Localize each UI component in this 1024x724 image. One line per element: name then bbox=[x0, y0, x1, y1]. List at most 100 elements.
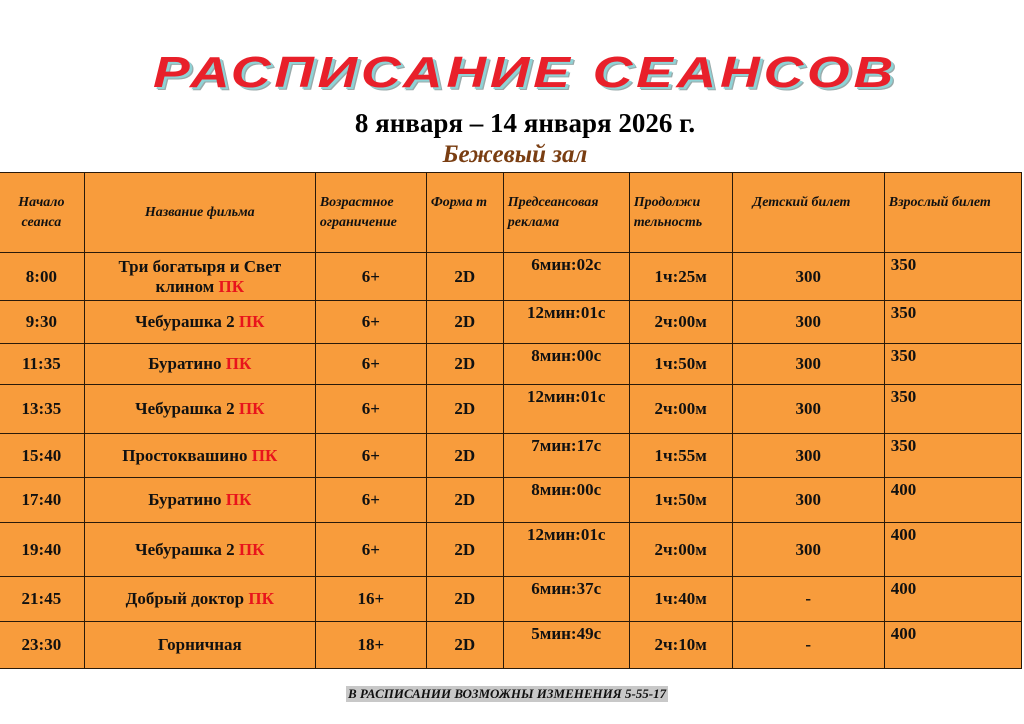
start-time: 23:30 bbox=[0, 621, 85, 669]
table-row: 17:40 Буратино ПК 6+ 2D 8мин:00с 1ч:50м 300 400 bbox=[0, 477, 1023, 523]
film-title: Буратино ПК bbox=[83, 343, 316, 385]
format: 2D bbox=[425, 576, 504, 622]
child-price: 300 bbox=[731, 343, 885, 385]
child-price: - bbox=[731, 621, 885, 669]
adult-price: 400 bbox=[883, 522, 1023, 577]
age-rating: 6+ bbox=[314, 343, 427, 385]
age-rating: 16+ bbox=[314, 576, 427, 622]
duration: 1ч:55м bbox=[628, 433, 733, 478]
film-tag: ПК bbox=[238, 312, 265, 331]
duration: 2ч:00м bbox=[628, 300, 733, 344]
film-name: Чебурашка 2 bbox=[135, 399, 235, 418]
col-duration: Продолжи тельность bbox=[628, 172, 733, 253]
duration: 1ч:50м bbox=[628, 477, 733, 523]
adult-price: 350 bbox=[883, 384, 1023, 434]
film-title: Чебурашка 2 ПК bbox=[83, 384, 316, 434]
col-age: Возрастное ограничение bbox=[314, 172, 427, 253]
film-title: Чебурашка 2 ПК bbox=[83, 300, 316, 344]
col-child: Детский билет bbox=[731, 172, 885, 253]
table-row: 23:30 Горничная 18+ 2D 5мин:49с 2ч:10м -400 bbox=[0, 621, 1023, 669]
ads-duration: 7мин:17с bbox=[502, 433, 630, 478]
film-name: Буратино bbox=[148, 490, 222, 509]
footer-note: В РАСПИСАНИИ ВОЗМОЖНЫ ИЗМЕНЕНИЯ 5-55-17 bbox=[346, 686, 669, 702]
child-price: - bbox=[731, 576, 885, 622]
format: 2D bbox=[425, 343, 504, 385]
ads-duration: 12мин:01с bbox=[502, 522, 630, 577]
duration: 2ч:00м bbox=[628, 384, 733, 434]
start-time: 19:40 bbox=[0, 522, 85, 577]
format: 2D bbox=[425, 522, 504, 577]
start-time: 8:00 bbox=[0, 252, 85, 301]
adult-price: 400 bbox=[883, 477, 1023, 523]
format: 2D bbox=[425, 621, 504, 669]
age-rating: 6+ bbox=[314, 522, 427, 577]
format: 2D bbox=[425, 300, 504, 344]
age-rating: 6+ bbox=[314, 477, 427, 523]
child-price: 300 bbox=[731, 433, 885, 478]
child-price: 300 bbox=[731, 477, 885, 523]
adult-price: 350 bbox=[883, 300, 1023, 344]
format: 2D bbox=[425, 384, 504, 434]
child-price: 300 bbox=[731, 384, 885, 434]
film-title: Добрый доктор ПК bbox=[83, 576, 316, 622]
film-name: Три богатыря и Свет клином bbox=[118, 256, 282, 296]
col-format: Форма т bbox=[425, 172, 504, 253]
table-row: 11:35 Буратино ПК 6+ 2D 8мин:00с 1ч:50м 300 350 bbox=[0, 343, 1023, 385]
format: 2D bbox=[425, 252, 504, 301]
film-name: Чебурашка 2 bbox=[135, 312, 235, 331]
duration: 2ч:00м bbox=[628, 522, 733, 577]
film-title: Горничная bbox=[83, 621, 316, 669]
hall-name: Бежевый зал bbox=[442, 141, 588, 168]
start-time: 9:30 bbox=[0, 300, 85, 344]
age-rating: 18+ bbox=[314, 621, 427, 669]
start-time: 13:35 bbox=[0, 384, 85, 434]
film-title: Три богатыря и Свет клином ПК bbox=[83, 252, 316, 301]
film-tag: ПК bbox=[238, 399, 265, 418]
col-start: Начало сеанса bbox=[0, 172, 85, 253]
start-time: 17:40 bbox=[0, 477, 85, 523]
film-tag: ПК bbox=[248, 589, 274, 608]
page-title: РАСПИСАНИЕ СЕАНСОВ bbox=[153, 48, 897, 97]
start-time: 21:45 bbox=[0, 576, 85, 622]
film-name: Добрый доктор bbox=[125, 589, 245, 608]
child-price: 300 bbox=[731, 300, 885, 344]
col-film: Название фильма bbox=[83, 172, 316, 253]
film-tag: ПК bbox=[251, 445, 278, 465]
film-title: Чебурашка 2 ПК bbox=[83, 522, 316, 577]
film-name: Горничная bbox=[157, 635, 242, 654]
format: 2D bbox=[425, 477, 504, 523]
adult-price: 400 bbox=[883, 576, 1023, 622]
ads-duration: 8мин:00с bbox=[502, 343, 630, 385]
table-row: 13:35 Чебурашка 2 ПК 6+ 2D 12мин:01с 2ч:00м 30… bbox=[0, 384, 1023, 434]
col-ads: Предсеансовая реклама bbox=[502, 172, 630, 253]
duration: 1ч:40м bbox=[628, 576, 733, 622]
ads-duration: 6мин:37с bbox=[502, 576, 630, 622]
duration: 2ч:10м bbox=[628, 621, 733, 669]
table-row: 21:45 Добрый доктор ПК 16+ 2D 6мин:37с 1ч:40м… bbox=[0, 576, 1023, 622]
table-row: 9:30 Чебурашка 2 ПК 6+ 2D 12мин:01с 2ч:00м 300… bbox=[0, 300, 1023, 344]
child-price: 300 bbox=[731, 522, 885, 577]
film-title: Простоквашино ПК bbox=[83, 433, 316, 478]
age-rating: 6+ bbox=[314, 252, 427, 301]
film-name: Буратино bbox=[148, 354, 222, 373]
ads-duration: 12мин:01с bbox=[502, 300, 630, 344]
age-rating: 6+ bbox=[314, 384, 427, 434]
film-tag: ПК bbox=[218, 276, 245, 296]
ads-duration: 12мин:01с bbox=[502, 384, 630, 434]
film-tag: ПК bbox=[225, 354, 252, 373]
start-time: 11:35 bbox=[0, 343, 85, 385]
date-range: 8 января – 14 января 2026 г. bbox=[354, 108, 696, 138]
duration: 1ч:25м bbox=[628, 252, 733, 301]
film-name: Простоквашино bbox=[122, 445, 248, 465]
adult-price: 350 bbox=[883, 343, 1023, 385]
format: 2D bbox=[425, 433, 504, 478]
film-name: Чебурашка 2 bbox=[135, 539, 235, 559]
age-rating: 6+ bbox=[314, 300, 427, 344]
duration: 1ч:50м bbox=[628, 343, 733, 385]
table-row: 15:40 Простоквашино ПК 6+ 2D 7мин:17с 1ч:55м 3… bbox=[0, 433, 1023, 478]
start-time: 15:40 bbox=[0, 433, 85, 478]
child-price: 300 bbox=[731, 252, 885, 301]
ads-duration: 5мин:49с bbox=[502, 621, 630, 669]
film-title: Буратино ПК bbox=[83, 477, 316, 523]
film-tag: ПК bbox=[225, 490, 252, 509]
